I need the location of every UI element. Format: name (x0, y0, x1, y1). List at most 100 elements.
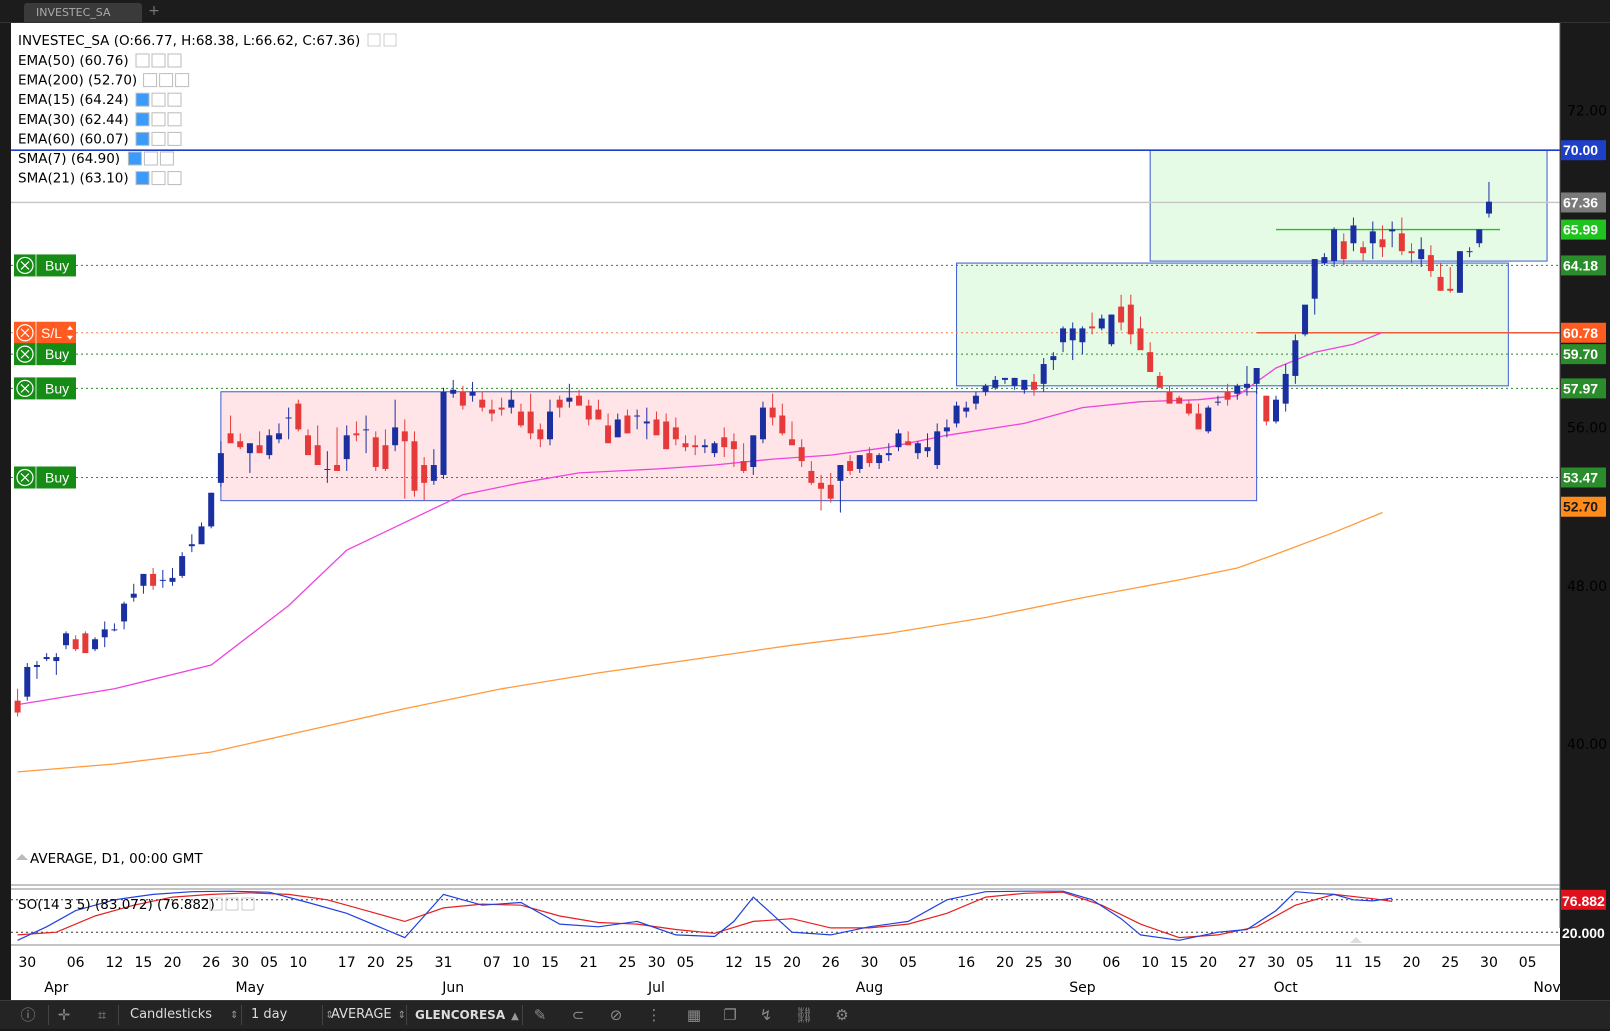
templates-icon[interactable]: ❐ (723, 1006, 737, 1024)
eye-icon[interactable] (135, 92, 150, 107)
eye-icon[interactable] (135, 112, 150, 127)
gear-icon[interactable] (151, 112, 166, 127)
eye-icon[interactable] (143, 73, 158, 88)
price-tick-label: 48.00 (1567, 579, 1607, 595)
candle-body (1379, 239, 1386, 248)
drawing-list-icon[interactable]: ⋮ (646, 1006, 662, 1024)
candle-body (237, 441, 244, 448)
gear-icon[interactable] (151, 131, 166, 146)
close-icon[interactable] (16, 468, 34, 487)
buy-badge[interactable] (14, 254, 76, 277)
eye-icon[interactable] (135, 171, 150, 186)
add-tab-button[interactable]: + (148, 3, 160, 19)
candle-body (295, 403, 302, 430)
layout-grid-icon[interactable]: ▦ (686, 1006, 702, 1024)
candle-body (1476, 229, 1483, 244)
stop-loss-badge[interactable] (14, 321, 76, 344)
candle-body (275, 433, 282, 440)
candle-body (566, 397, 573, 402)
month-label: May (235, 980, 264, 996)
price-level-label: 65.99 (1563, 222, 1598, 238)
close-icon[interactable] (16, 379, 34, 397)
candle-body (1118, 306, 1125, 323)
buy-badge[interactable] (14, 466, 76, 489)
pencil-icon[interactable]: ✎ (533, 1006, 547, 1024)
gear-icon[interactable] (159, 73, 174, 88)
month-label: Jul (647, 980, 665, 996)
symbol-select[interactable]: GLENCORESA ▲ (415, 1001, 519, 1029)
close-icon[interactable] (167, 112, 182, 127)
buy-order[interactable]: Buy (14, 254, 76, 277)
buy-badge[interactable] (14, 343, 76, 366)
indicators-icon[interactable]: ↯ (759, 1006, 773, 1024)
close-icon[interactable] (167, 171, 182, 186)
candle-body (750, 435, 757, 467)
crop-icon[interactable]: ⌗ (97, 1006, 107, 1024)
legend-option-icon[interactable] (367, 33, 381, 47)
price-level-badge (1561, 496, 1606, 517)
date-tick-label: 17 (338, 955, 356, 971)
candle-body (1108, 314, 1115, 345)
gear-icon[interactable] (151, 171, 166, 186)
month-label: Apr (44, 980, 68, 996)
collapse-icon[interactable] (16, 854, 28, 860)
buy-order[interactable]: Buy (14, 466, 76, 489)
candle-body (1243, 383, 1250, 388)
link-icon[interactable]: ⛓ (794, 1006, 814, 1024)
date-tick-label: 25 (1025, 955, 1043, 971)
date-tick-label: 26 (202, 955, 220, 971)
close-icon[interactable] (167, 92, 182, 107)
magnet-icon[interactable]: ⊂ (571, 1006, 585, 1024)
close-icon[interactable] (16, 256, 34, 275)
eye-icon[interactable] (127, 151, 142, 166)
candle-body (1340, 241, 1347, 260)
candle-body (508, 399, 515, 408)
eye-icon[interactable] (135, 53, 150, 68)
buy-order[interactable]: Buy (14, 343, 76, 366)
close-icon[interactable] (167, 53, 182, 68)
gear-icon[interactable] (151, 92, 166, 107)
price-level-label: 64.18 (1563, 257, 1598, 273)
date-tick-label: 11 (1335, 955, 1353, 971)
gear-icon[interactable] (151, 53, 166, 68)
timeframe-select[interactable]: 1 day ⇕ (251, 1001, 334, 1029)
crosshair-icon[interactable]: ✛ (57, 1006, 71, 1024)
date-tick-label: 06 (67, 955, 85, 971)
buy-order[interactable]: Buy (14, 377, 76, 400)
buy-badge[interactable] (14, 377, 76, 400)
gear-icon[interactable] (143, 151, 158, 166)
close-icon[interactable] (16, 345, 34, 363)
info-icon[interactable]: ⓘ (20, 1006, 36, 1024)
eye-icon[interactable] (135, 131, 150, 146)
zone-box[interactable] (220, 391, 1258, 502)
candle-body (1060, 328, 1067, 343)
price-level-badge (1561, 140, 1606, 161)
legend-option-icon[interactable] (241, 897, 255, 911)
close-icon[interactable] (167, 131, 182, 146)
legend-option-icon[interactable] (225, 897, 239, 911)
candle-body (43, 657, 50, 660)
legend-option-icon[interactable] (209, 897, 223, 911)
stop-loss-order[interactable]: S/L (14, 321, 76, 344)
candle-body (556, 399, 563, 408)
price-axis[interactable]: 72.0056.0048.0040.0032.0070.0067.3665.99… (1559, 23, 1607, 928)
indicator-label: EMA(200) (52.70) (18, 73, 137, 89)
gear-icon[interactable]: ⚙ (835, 1006, 849, 1024)
eye-off-icon[interactable]: ⊘ (609, 1006, 623, 1024)
candle-body (198, 526, 205, 545)
price-type-select[interactable]: AVERAGE ⇕ (331, 1001, 406, 1029)
close-icon[interactable] (16, 324, 34, 342)
close-icon[interactable] (159, 151, 174, 166)
zone-box[interactable] (956, 262, 1509, 387)
time-axis[interactable]: 30 06 12 15 20 26 30 05 10 17 20 25 31 07 10 15 21 25 30 05… (11, 944, 1561, 1000)
legend-option-icon[interactable] (383, 33, 397, 47)
tab-investec[interactable]: INVESTEC_SA (24, 3, 142, 22)
price-level-badge (1561, 322, 1606, 343)
candle-body (1418, 249, 1425, 260)
candle-body (314, 445, 321, 466)
close-icon[interactable] (175, 73, 190, 88)
chevron-up-icon: ▲ (511, 1011, 519, 1022)
candle-body (672, 427, 679, 440)
chart-type-select[interactable]: Candlesticks ⇕ (130, 1001, 238, 1029)
